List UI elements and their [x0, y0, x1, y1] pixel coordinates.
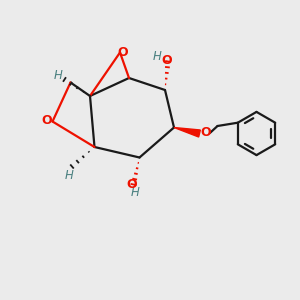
Text: O: O — [41, 113, 52, 127]
Text: O: O — [117, 46, 128, 59]
Text: H: H — [153, 50, 162, 63]
Text: H: H — [54, 69, 63, 82]
Polygon shape — [174, 128, 200, 137]
Text: O: O — [161, 54, 172, 68]
Text: H: H — [130, 185, 140, 199]
Text: O: O — [200, 125, 211, 139]
Text: O: O — [127, 178, 137, 191]
Text: H: H — [64, 169, 74, 182]
